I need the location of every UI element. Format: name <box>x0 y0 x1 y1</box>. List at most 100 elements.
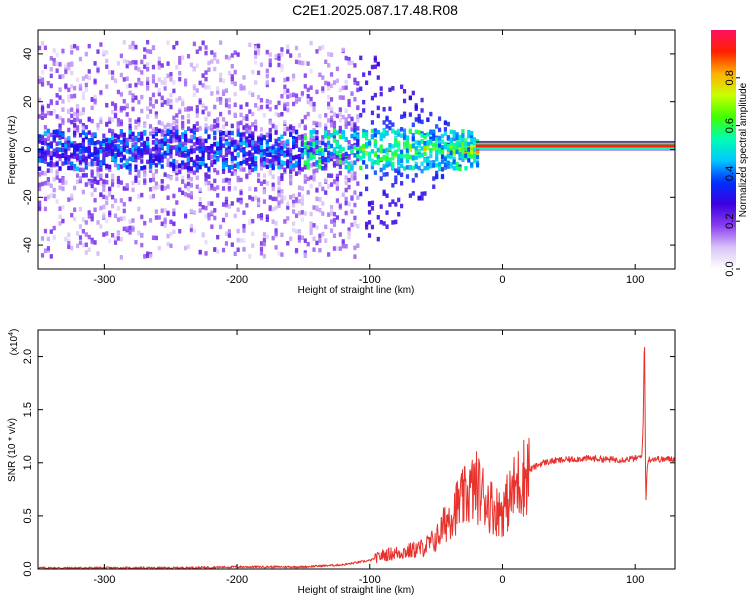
spectrogram-cell <box>61 118 65 123</box>
spectrogram-cell <box>262 179 267 184</box>
spectrogram-cell <box>446 144 450 149</box>
spectrogram-cell <box>70 193 74 199</box>
spectrogram-cell <box>110 117 115 122</box>
spectrogram-cell <box>75 125 80 130</box>
spectrogram-cell <box>367 233 372 238</box>
spectrogram-cell <box>233 171 237 176</box>
spectrogram-cell <box>242 147 246 152</box>
spectrogram-cell <box>166 158 170 163</box>
spectrogram-cell <box>367 156 372 162</box>
y-tick-label: -40 <box>22 237 34 253</box>
spectrogram-cell <box>219 147 223 152</box>
spectrogram-cell <box>353 190 357 195</box>
spectrogram-cell <box>58 156 62 162</box>
spectrogram-cell <box>55 114 59 119</box>
spectrogram-cell <box>356 148 360 153</box>
spectrogram-cell <box>131 45 135 51</box>
spectrogram-cell <box>356 224 360 229</box>
spectrogram-cell <box>198 144 202 149</box>
spectrogram-cell <box>195 49 199 54</box>
spectrogram-cell <box>210 91 214 96</box>
spectrogram-cell <box>221 186 226 191</box>
spectrogram-cell <box>402 145 407 150</box>
spectrogram-cell <box>186 173 191 179</box>
spectrogram-cell <box>458 166 462 172</box>
spectrogram-cell <box>242 85 246 90</box>
spectrogram-cell <box>221 164 226 169</box>
spectrogram-cell <box>385 163 389 168</box>
spectrogram-cell <box>55 161 59 166</box>
spectrogram-cell <box>122 98 126 104</box>
spectrogram-cell <box>327 101 331 107</box>
spectrogram-cell <box>417 165 421 171</box>
spectrogram-cell <box>58 62 62 67</box>
spectrogram-cell <box>154 215 158 220</box>
spectrogram-cell <box>213 66 217 72</box>
spectrogram-cell <box>324 190 328 195</box>
spectrogram-cell <box>458 143 462 148</box>
spectrogram-cell <box>461 154 465 159</box>
spectrogram-cell <box>157 56 161 62</box>
spectrogram-cell <box>286 94 290 99</box>
spectrogram-cell <box>146 114 150 119</box>
spectrogram-cell <box>443 158 448 164</box>
spectrogram-cell <box>292 92 296 98</box>
spectrogram-cell <box>61 107 65 112</box>
spectrogram-cell <box>306 61 310 66</box>
spectrogram-cell <box>43 171 48 176</box>
spectrogram-cell <box>356 126 360 131</box>
spectrogram-cell <box>105 84 109 89</box>
spectrogram-cell <box>166 151 170 156</box>
spectrogram-cell <box>52 57 56 63</box>
spectrogram-cell <box>347 184 351 190</box>
spectrogram-cell <box>230 151 234 157</box>
spectrogram-cell <box>300 137 304 142</box>
spectrogram-cell <box>175 135 179 140</box>
spectrogram-cell <box>110 203 115 209</box>
spectrogram-cell <box>397 132 401 137</box>
spectrogram-cell <box>216 59 220 64</box>
spectrogram-cell <box>414 155 418 160</box>
spectrogram-cell <box>157 91 161 97</box>
spectrogram-cell <box>315 121 319 126</box>
spectrogram-cell <box>417 153 421 159</box>
spectrogram-cell <box>455 135 459 141</box>
spectrogram-cell <box>268 137 272 142</box>
spectrogram-cell <box>181 123 185 129</box>
spectrogram-cell <box>286 139 290 144</box>
spectrogram-cell <box>49 156 53 161</box>
spectrogram-cell <box>198 126 202 131</box>
spectrogram-cell <box>280 160 284 165</box>
spectrogram-cell <box>280 164 284 170</box>
spectrogram-cell <box>61 177 65 182</box>
spectrogram-cell <box>195 165 199 170</box>
spectrogram-cell <box>251 218 255 224</box>
spectrogram-cell <box>242 228 246 233</box>
spectrogram-cell <box>198 161 202 167</box>
spectrogram-cell <box>455 149 459 155</box>
spectrogram-cell <box>344 210 348 216</box>
spectrogram-cell <box>236 247 240 253</box>
spectrogram-cell <box>61 120 65 126</box>
spectrogram-cell <box>332 112 337 117</box>
spectrogram-cell <box>216 117 220 122</box>
spectrogram-cell <box>341 129 345 135</box>
spectrogram-cell <box>280 232 284 238</box>
spectrogram-cell <box>385 171 389 177</box>
spectrogram-cell <box>186 165 191 171</box>
spectrogram-cell <box>108 70 112 75</box>
spectrogram-cell <box>318 197 322 202</box>
spectrogram-cell <box>221 136 226 141</box>
spectrogram-cell <box>329 108 334 114</box>
spectrogram-cell <box>437 161 442 167</box>
spectrogram-cell <box>40 140 45 145</box>
spectrogram-cell <box>64 69 68 75</box>
spectrogram-cell <box>277 152 281 158</box>
spectrogram-cell <box>213 56 217 61</box>
spectrogram-cell <box>81 76 85 81</box>
spectrogram-cell <box>277 156 281 162</box>
spectrogram-cell <box>73 111 77 117</box>
spectrogram-cell <box>96 173 100 178</box>
spectrogram-cell <box>84 182 88 187</box>
